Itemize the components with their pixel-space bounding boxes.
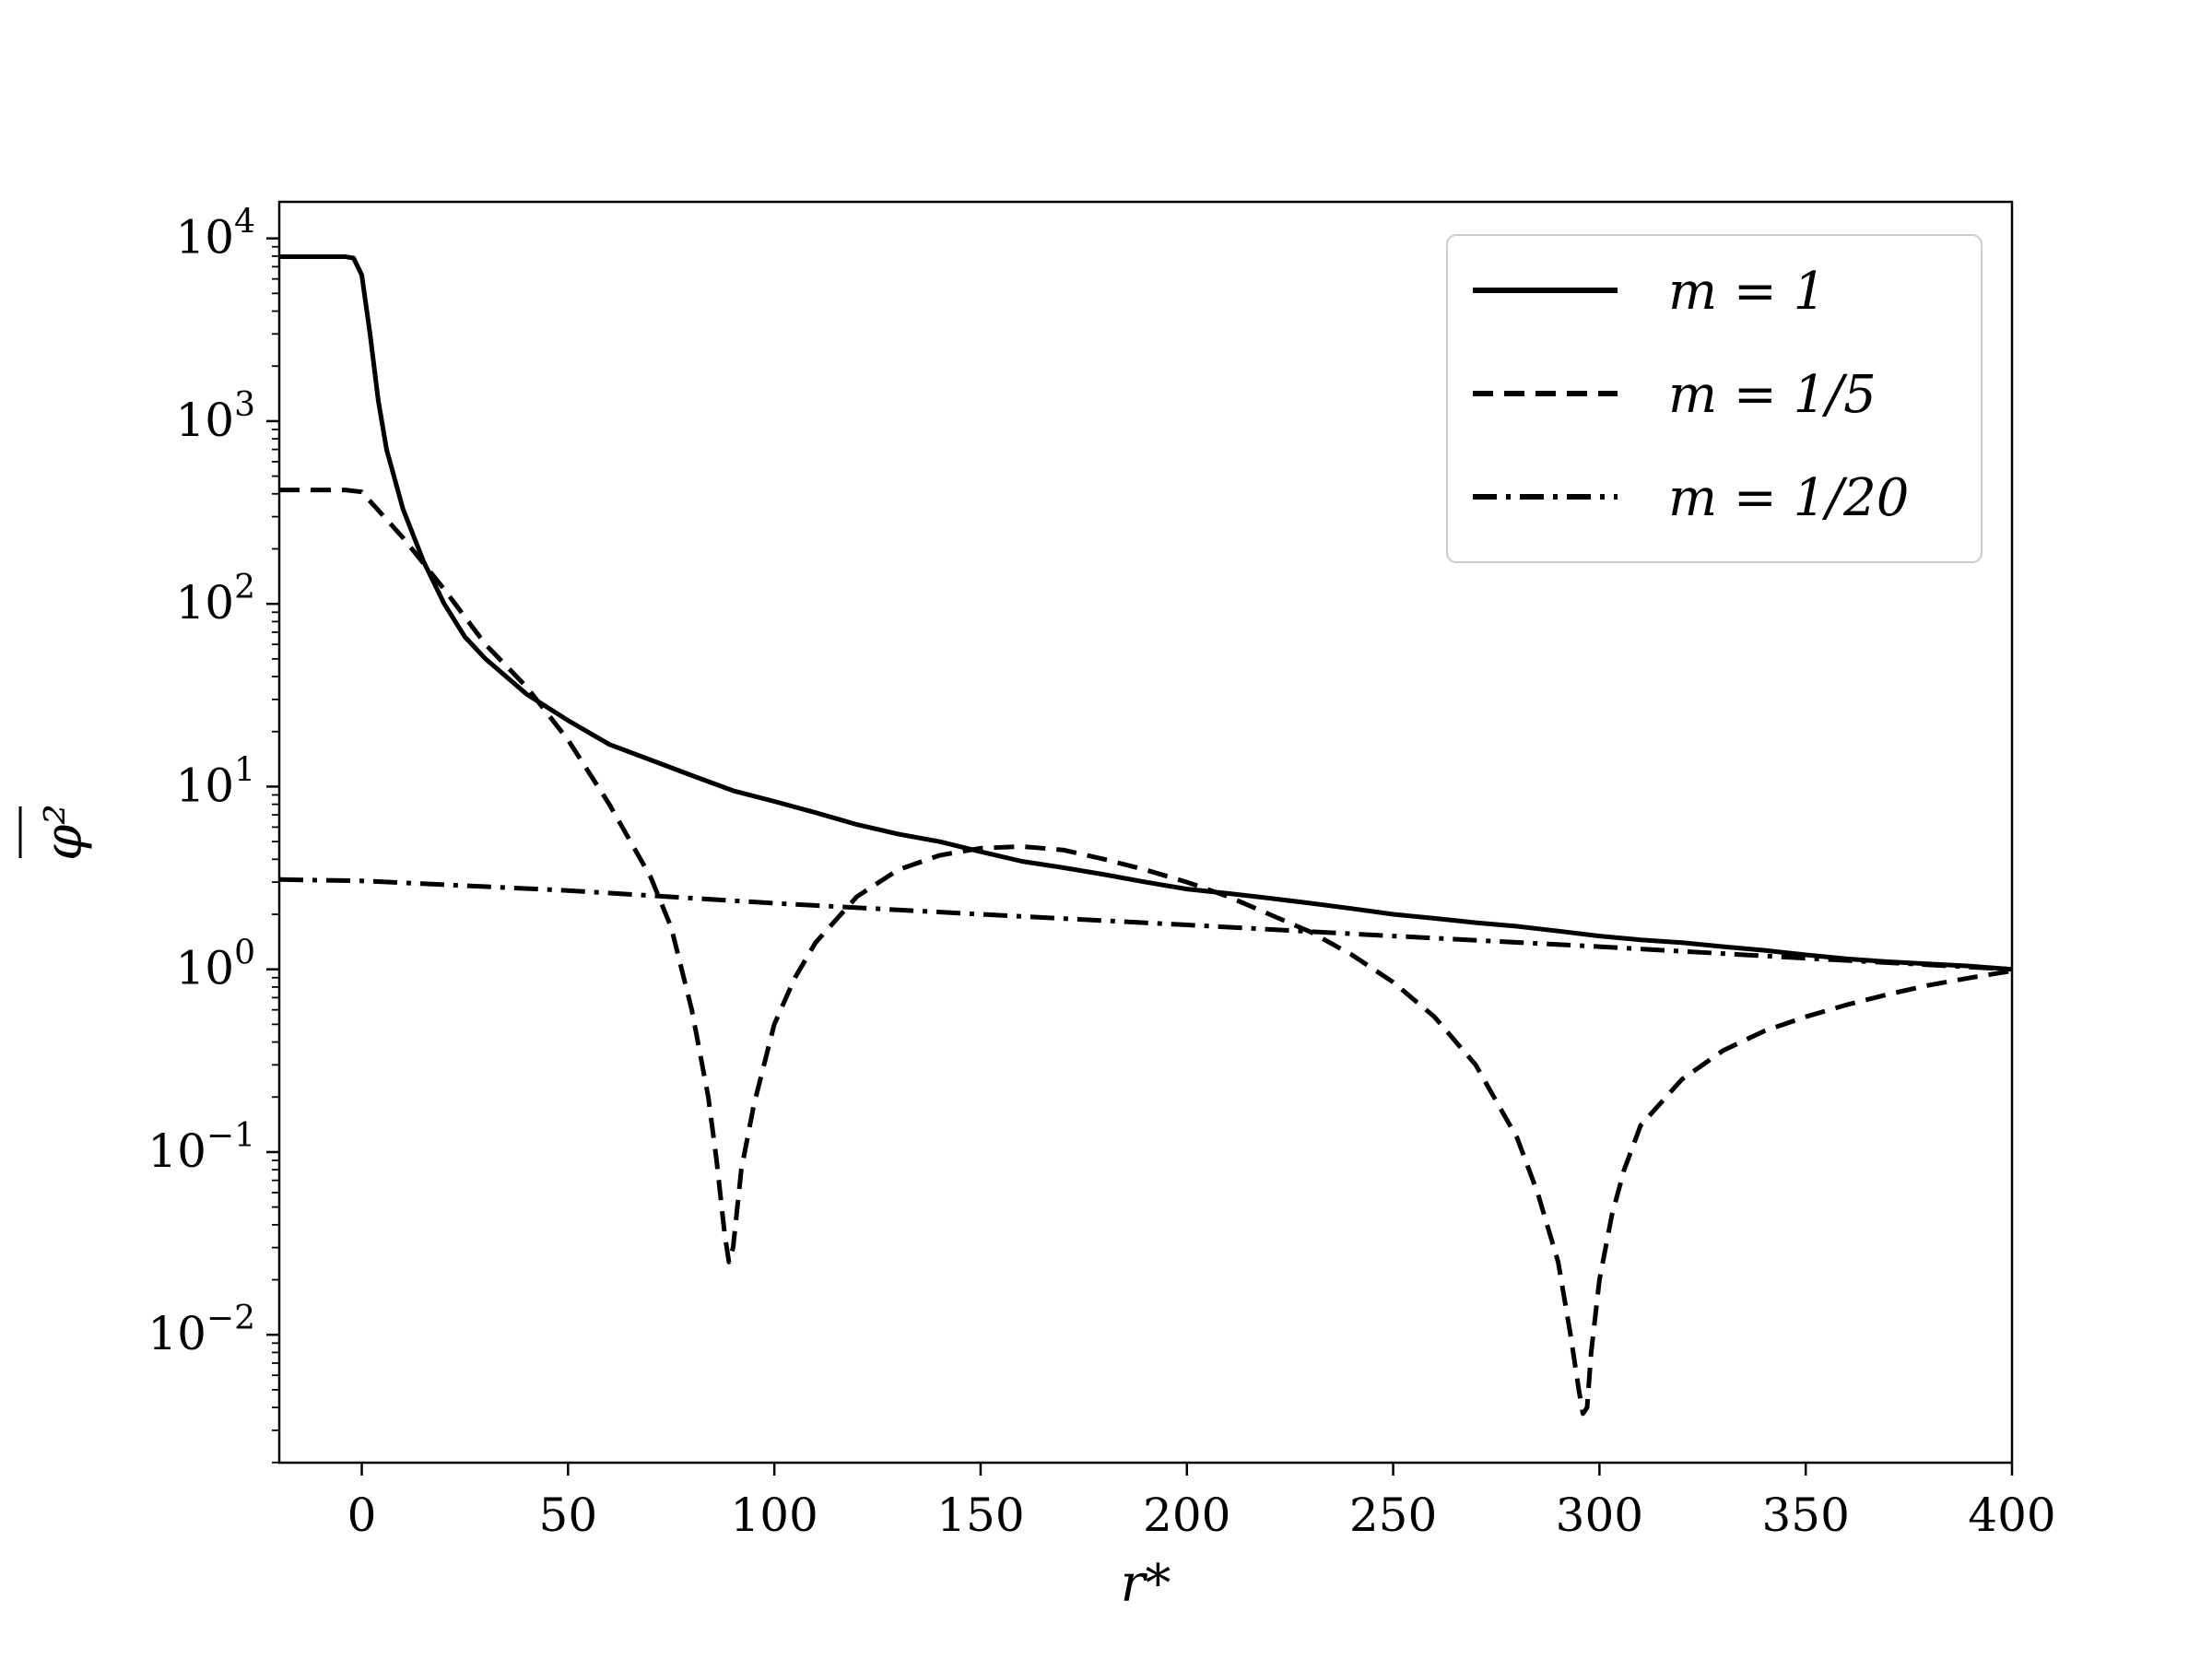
x-tick-label: 250 (1349, 1488, 1437, 1542)
y-tick-label: 103 (175, 386, 255, 447)
y-tick-label: 10−1 (147, 1117, 255, 1178)
legend-box (1446, 234, 1983, 563)
legend-label-2: m = 1/5 (1668, 365, 1877, 425)
x-tick-label: 350 (1761, 1488, 1849, 1542)
x-tick-label: 300 (1556, 1488, 1643, 1542)
x-tick-label: 400 (1968, 1488, 2055, 1542)
series-layer (278, 254, 2013, 1417)
legend-label-3: m = 1/20 (1668, 468, 1909, 528)
y-tick-label: 104 (175, 204, 255, 265)
series-line-2 (279, 488, 2013, 1417)
y-tick-label: 101 (175, 751, 255, 812)
legend-label-1: m = 1 (1668, 262, 1826, 322)
y-axis-label-group: φ² (34, 804, 94, 861)
plot-frame (277, 200, 2014, 1465)
ticks-layer: 0 50 100 150 200 250 300 350 400 10−2 10−1 100 101 10… (147, 204, 2055, 1542)
y-axis-label: φ² (34, 804, 94, 861)
x-tick-label: 150 (936, 1488, 1024, 1542)
y-tick-label: 102 (175, 569, 255, 629)
x-tick-label: 50 (539, 1488, 598, 1542)
x-tick-label: 100 (730, 1488, 818, 1542)
x-tick-label: 200 (1143, 1488, 1230, 1542)
x-tick-label: 0 (347, 1488, 377, 1542)
series-line-3 (278, 877, 2013, 972)
y-tick-label: 100 (175, 935, 255, 995)
legend: m = 1 m = 1/5 m = 1/20 (1446, 234, 1983, 563)
x-axis-label: r* (1121, 1554, 1171, 1614)
y-tick-label: 10−2 (147, 1300, 255, 1360)
